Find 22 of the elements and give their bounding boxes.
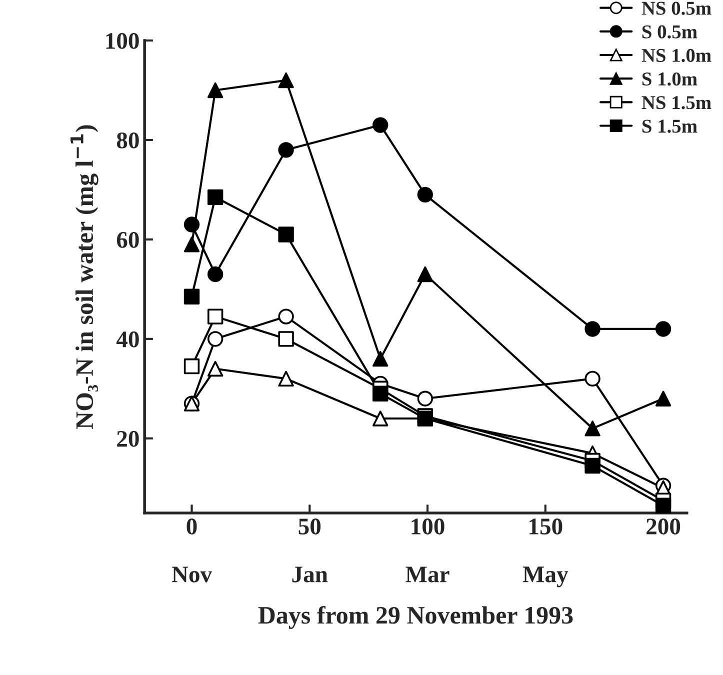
x-tick-label: 100 xyxy=(412,518,444,534)
text: Mar xyxy=(406,566,450,582)
x-tick-label: 0 xyxy=(186,518,197,534)
x-tick-label: 150 xyxy=(530,518,562,534)
legend-label: S 0.5m xyxy=(642,25,698,38)
text: May xyxy=(522,566,568,588)
legend-label: NS 0.5m xyxy=(642,2,712,15)
legend-label: S 1.0m xyxy=(642,72,698,86)
y-tick-label: 100 xyxy=(106,32,139,49)
x-axis-title: Days from 29 November 1993 xyxy=(258,606,573,629)
text: Jan xyxy=(292,566,328,582)
y-tick-label: 20 xyxy=(117,430,139,447)
x-tick-label: 200 xyxy=(646,518,680,534)
x-tick-label: 50 xyxy=(298,518,321,534)
y-tick-label: 40 xyxy=(116,331,139,348)
legend-label: NS 1.0m xyxy=(642,48,712,62)
y-tick-label: 60 xyxy=(116,232,139,248)
legend-label: NS 1.5m xyxy=(642,96,712,110)
y-tick-label: 80 xyxy=(116,132,139,148)
y-axis-title: NO₃-N in soil water (mg l$^{−1}$) xyxy=(70,125,98,430)
legend-label: S 1.5m xyxy=(642,120,698,133)
text: Nov xyxy=(172,566,212,582)
